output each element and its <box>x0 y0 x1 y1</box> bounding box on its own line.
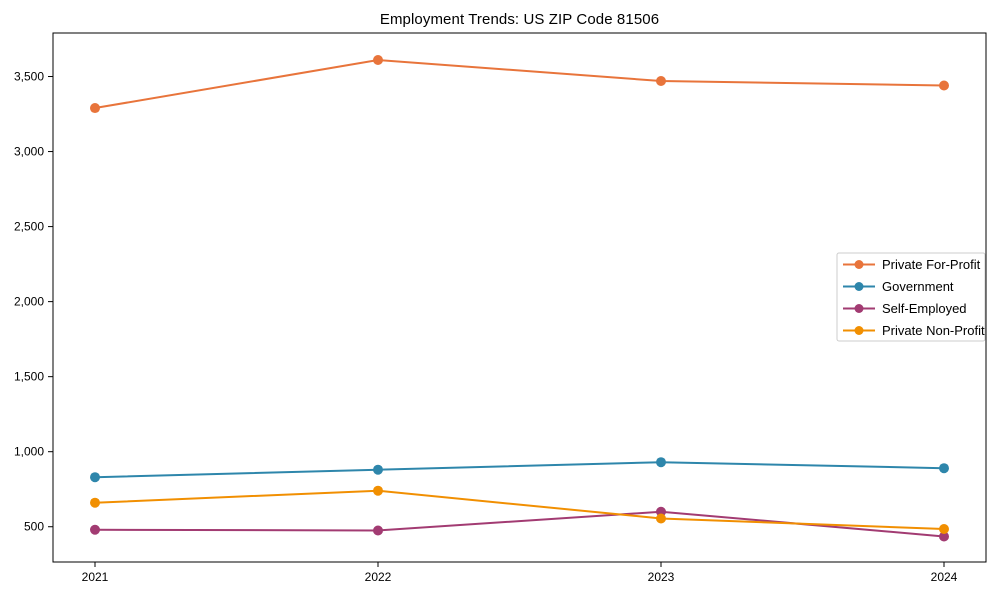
x-tick-label: 2023 <box>648 570 675 584</box>
series-marker-government <box>90 472 100 483</box>
x-tick-label: 2021 <box>82 570 109 584</box>
legend-marker-private-non-profit <box>854 326 864 335</box>
series-marker-private-for-profit <box>656 76 666 87</box>
series-marker-self-employed <box>90 524 100 535</box>
series-line-government <box>94 461 945 479</box>
series-marker-private-for-profit <box>90 103 100 114</box>
legend-label-private-for-profit: Private For-Profit <box>882 257 981 272</box>
series-marker-self-employed <box>939 531 949 542</box>
series-marker-government <box>656 457 666 468</box>
series-marker-government <box>939 463 949 474</box>
series-marker-private-non-profit <box>373 485 383 496</box>
series-marker-private-non-profit <box>939 523 949 534</box>
chart-title: Employment Trends: US ZIP Code 81506 <box>379 11 660 28</box>
legend-marker-private-for-profit <box>854 260 864 269</box>
x-tick-label: 2024 <box>931 570 958 584</box>
series-line-private-for-profit <box>94 59 945 110</box>
y-tick-label: 500 <box>24 520 44 534</box>
y-tick-label: 3,500 <box>14 70 44 84</box>
legend-marker-self-employed <box>854 304 864 313</box>
legend-label-self-employed: Self-Employed <box>882 301 967 316</box>
y-tick-label: 1,500 <box>14 370 44 384</box>
series-marker-private-for-profit <box>939 80 949 91</box>
y-tick-label: 3,000 <box>14 145 44 159</box>
legend-label-government: Government <box>882 279 954 294</box>
legend-label-private-non-profit: Private Non-Profit <box>882 323 985 338</box>
y-tick-label: 1,000 <box>14 445 44 459</box>
x-tick-label: 2022 <box>365 570 392 584</box>
series-marker-private-for-profit <box>373 55 383 66</box>
y-tick-label: 2,500 <box>14 220 44 234</box>
series-marker-self-employed <box>373 525 383 536</box>
legend-marker-government <box>854 282 864 291</box>
series-marker-private-non-profit <box>90 497 100 508</box>
legend-box <box>836 252 986 342</box>
series-line-private-non-profit <box>94 489 945 530</box>
series-marker-private-non-profit <box>656 513 666 524</box>
y-tick-label: 2,000 <box>14 295 44 309</box>
series-marker-government <box>373 464 383 475</box>
